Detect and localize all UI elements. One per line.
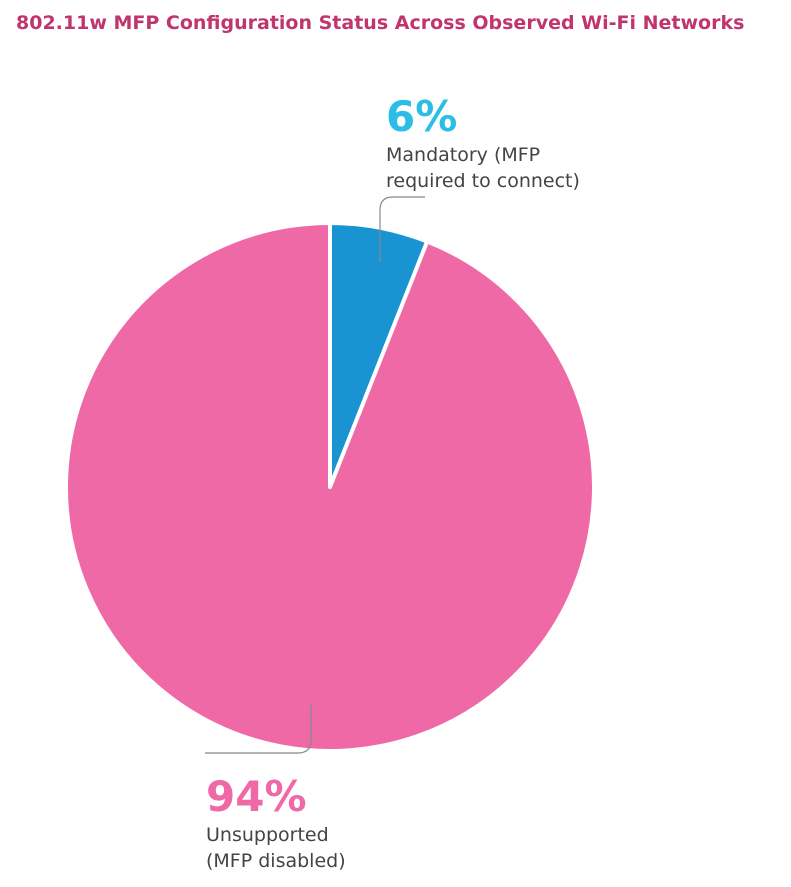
value-label: 6% <box>386 92 458 141</box>
slice-label: Unsupported (MFP disabled) <box>206 824 346 872</box>
chart-title: 802.11w MFP Configuration Status Across … <box>16 12 745 34</box>
leader-line <box>379 196 425 262</box>
pie-slice <box>64 221 596 753</box>
value-label: 94% <box>206 772 307 821</box>
slice-label: Mandatory (MFP required to connect) <box>386 144 580 192</box>
leader-line <box>205 705 312 754</box>
